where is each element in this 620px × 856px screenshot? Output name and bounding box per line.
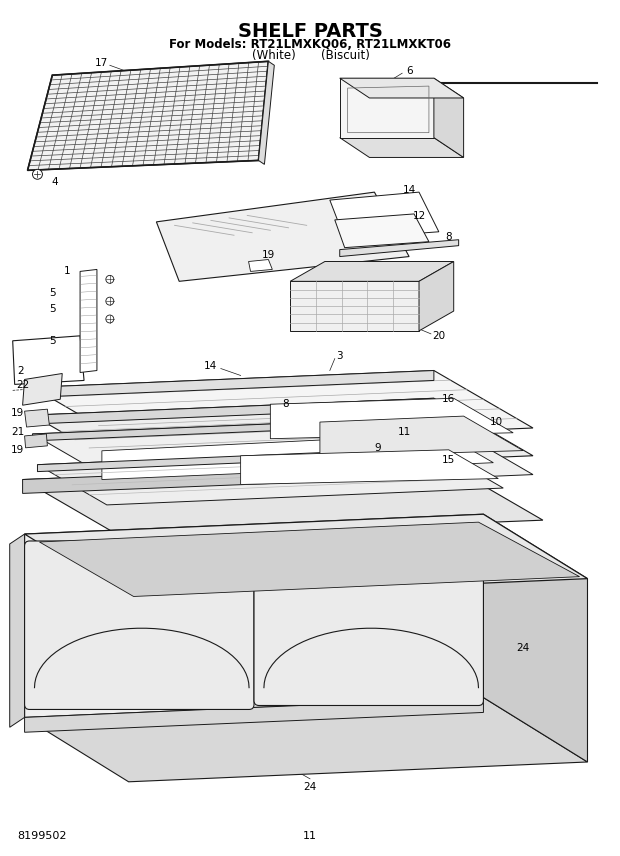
Text: 20: 20 bbox=[432, 330, 445, 341]
Text: 19: 19 bbox=[11, 445, 24, 455]
Polygon shape bbox=[10, 534, 25, 728]
Circle shape bbox=[106, 315, 114, 323]
Text: 19: 19 bbox=[11, 408, 24, 418]
Text: 21: 21 bbox=[11, 427, 24, 437]
Polygon shape bbox=[32, 417, 434, 441]
Polygon shape bbox=[270, 398, 513, 439]
Polygon shape bbox=[40, 522, 580, 597]
Text: 11: 11 bbox=[303, 831, 317, 841]
Text: 11: 11 bbox=[397, 427, 411, 437]
Text: 10: 10 bbox=[490, 417, 503, 427]
Text: 2: 2 bbox=[17, 366, 24, 376]
Polygon shape bbox=[320, 416, 523, 456]
Text: 8: 8 bbox=[282, 399, 288, 409]
Text: 8: 8 bbox=[445, 232, 452, 241]
Text: 24: 24 bbox=[516, 643, 529, 653]
Polygon shape bbox=[335, 214, 429, 247]
Polygon shape bbox=[25, 434, 47, 448]
Polygon shape bbox=[434, 78, 464, 158]
Text: 5: 5 bbox=[49, 336, 56, 346]
Circle shape bbox=[106, 276, 114, 283]
Polygon shape bbox=[25, 698, 484, 732]
Polygon shape bbox=[32, 417, 533, 491]
Polygon shape bbox=[156, 192, 409, 282]
Polygon shape bbox=[340, 138, 464, 158]
Polygon shape bbox=[25, 409, 50, 427]
Polygon shape bbox=[290, 261, 454, 282]
Polygon shape bbox=[80, 270, 97, 372]
Polygon shape bbox=[32, 371, 434, 397]
Polygon shape bbox=[259, 62, 274, 164]
Polygon shape bbox=[290, 282, 419, 331]
Text: For Models: RT21LMXKQ06, RT21LMXKT06: For Models: RT21LMXKQ06, RT21LMXKT06 bbox=[169, 38, 451, 51]
Polygon shape bbox=[340, 240, 459, 257]
Polygon shape bbox=[32, 398, 533, 473]
Polygon shape bbox=[32, 398, 434, 424]
Text: 24: 24 bbox=[303, 782, 317, 792]
Circle shape bbox=[32, 169, 42, 179]
Polygon shape bbox=[419, 261, 454, 331]
Polygon shape bbox=[102, 434, 494, 479]
Text: 19: 19 bbox=[262, 250, 275, 259]
Text: 1: 1 bbox=[64, 266, 71, 276]
Polygon shape bbox=[25, 514, 484, 717]
Text: 3: 3 bbox=[337, 351, 343, 360]
Text: (White): (White) bbox=[252, 50, 296, 62]
Polygon shape bbox=[22, 463, 543, 537]
Text: 8199502: 8199502 bbox=[17, 831, 67, 841]
Polygon shape bbox=[22, 373, 62, 405]
Polygon shape bbox=[340, 78, 464, 98]
Polygon shape bbox=[27, 62, 268, 170]
Polygon shape bbox=[22, 463, 444, 493]
Polygon shape bbox=[249, 259, 272, 271]
Polygon shape bbox=[330, 192, 439, 239]
Circle shape bbox=[106, 297, 114, 305]
Text: SHELF PARTS: SHELF PARTS bbox=[237, 21, 383, 41]
Polygon shape bbox=[37, 448, 434, 472]
Text: 22: 22 bbox=[16, 380, 29, 390]
Text: 17: 17 bbox=[95, 58, 108, 68]
Polygon shape bbox=[37, 448, 503, 505]
Polygon shape bbox=[340, 78, 434, 138]
Polygon shape bbox=[25, 514, 588, 598]
Polygon shape bbox=[32, 371, 533, 445]
Text: 9: 9 bbox=[374, 443, 381, 453]
Polygon shape bbox=[12, 336, 84, 384]
Text: 5: 5 bbox=[49, 304, 56, 314]
Text: 12: 12 bbox=[412, 211, 426, 221]
Text: 16: 16 bbox=[442, 395, 455, 404]
Text: (Biscuit): (Biscuit) bbox=[321, 50, 370, 62]
Text: 5: 5 bbox=[49, 288, 56, 298]
Polygon shape bbox=[25, 698, 588, 782]
Text: 6: 6 bbox=[406, 66, 412, 76]
Text: 15: 15 bbox=[442, 455, 455, 465]
Polygon shape bbox=[484, 514, 588, 762]
Text: 4: 4 bbox=[51, 177, 58, 187]
FancyBboxPatch shape bbox=[25, 541, 254, 710]
Polygon shape bbox=[241, 449, 498, 484]
FancyBboxPatch shape bbox=[254, 537, 484, 705]
Text: 14: 14 bbox=[402, 185, 416, 195]
Text: 14: 14 bbox=[204, 360, 218, 371]
Text: eReplacementParts.com: eReplacementParts.com bbox=[242, 445, 378, 455]
